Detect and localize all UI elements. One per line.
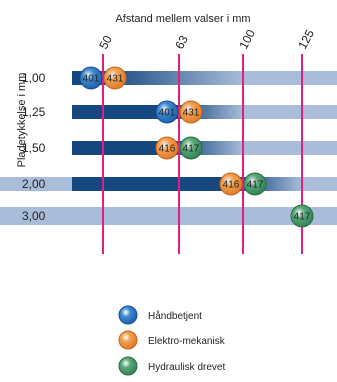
marker-circle [155, 136, 179, 160]
legend-swatch [118, 305, 138, 325]
marker-electro-416: 416 [219, 172, 243, 196]
legend-label: Elektro-mekanisk [148, 336, 226, 347]
x-tick-labels: 50 63 100 125 [96, 27, 317, 52]
bar-row-1-00: 1,00 [22, 71, 337, 85]
marker-circle [290, 204, 314, 228]
marker-label: 431 [107, 74, 124, 85]
marker-circle [103, 66, 127, 90]
legend-swatch [118, 356, 138, 376]
marker-circle [179, 100, 203, 124]
legend-label: Hydraulisk drevet [148, 362, 225, 373]
marker-circle [219, 172, 243, 196]
x-tick-label: 100 [236, 27, 258, 52]
bar-dark-segment [72, 105, 179, 119]
bar-dark-segment [72, 177, 243, 191]
marker-label: 416 [159, 144, 176, 155]
marker-circle [243, 172, 267, 196]
y-tick-label: 2,00 [22, 177, 46, 191]
x-tick-label: 50 [96, 33, 115, 52]
marker-label: 417 [247, 180, 264, 191]
marker-manual-401: 401 [155, 100, 179, 124]
marker-label: 401 [159, 108, 176, 119]
legend-item-electro: Elektro-mekanisk [118, 330, 226, 350]
y-tick-label: 1,50 [22, 141, 46, 155]
legend-swatch [118, 330, 138, 350]
marker-electro-431: 431 [103, 66, 127, 90]
marker-circle [155, 100, 179, 124]
marker-electro-431: 431 [179, 100, 203, 124]
marker-circle [179, 136, 203, 160]
marker-label: 416 [223, 180, 240, 191]
marker-electro-416: 416 [155, 136, 179, 160]
bar-row-3-00: 3,00 [0, 207, 337, 225]
marker-hydraulic-417: 417 [243, 172, 267, 196]
legend: Håndbetjent Elektro-mekanisk Hydraulisk dr… [118, 305, 226, 376]
legend-item-manual: Håndbetjent [118, 305, 202, 325]
marker-circle [79, 66, 103, 90]
bar-dark-segment [72, 141, 179, 155]
marker-label: 417 [183, 144, 200, 155]
x-tick-label: 63 [172, 33, 191, 52]
marker-hydraulic-417: 417 [290, 204, 314, 228]
marker-hydraulic-417: 417 [179, 136, 203, 160]
bar-background [0, 207, 337, 225]
bar-fade-segment [103, 71, 243, 85]
y-tick-label: 3,00 [22, 209, 46, 223]
y-tick-label: 1,00 [22, 71, 46, 85]
marker-label: 401 [83, 74, 100, 85]
y-axis-title: Pladetykkelse i mm [16, 73, 28, 168]
legend-item-hydraulic: Hydraulisk drevet [118, 356, 225, 376]
legend-label: Håndbetjent [148, 310, 202, 322]
x-tick-label: 125 [295, 27, 317, 52]
bar-row-2-00: 2,00 [0, 177, 337, 191]
marker-label: 431 [183, 108, 200, 119]
model-markers: 401 431 401 431 416 417 416 417 417 [79, 66, 314, 228]
x-axis-title: Afstand mellem valser i mm [115, 13, 250, 25]
marker-label: 417 [294, 212, 311, 223]
bar-row-1-50: 1,50 [22, 141, 337, 155]
marker-manual-401: 401 [79, 66, 103, 90]
bar-rows: 1,00 1,25 1,50 2,00 3,00 [0, 71, 337, 225]
y-tick-label: 1,25 [22, 105, 46, 119]
